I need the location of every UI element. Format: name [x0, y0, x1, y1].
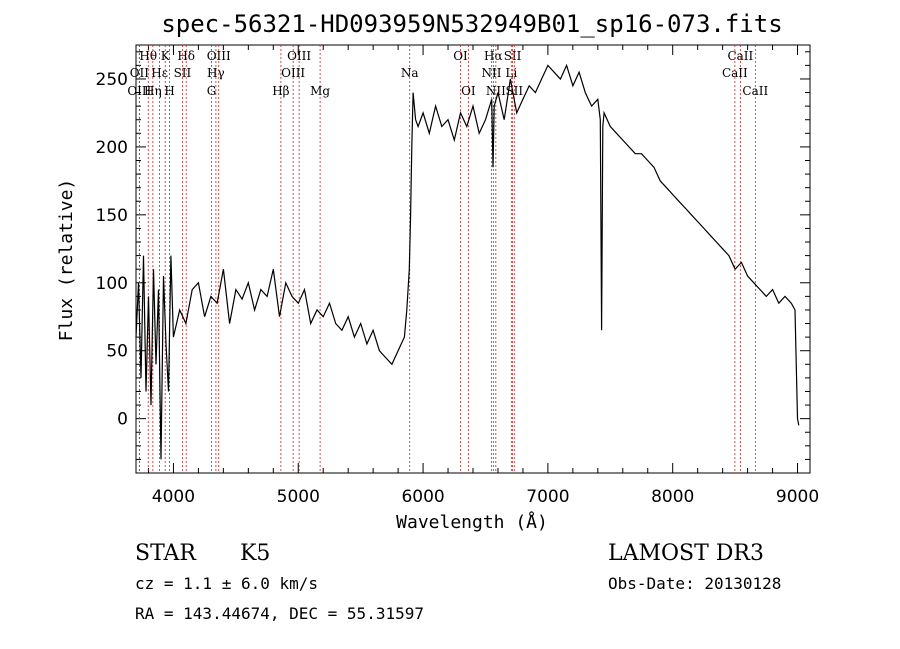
- x-tick-label: 4000: [152, 487, 195, 507]
- y-tick-label: 100: [96, 274, 128, 294]
- spectral-line-label: SII: [505, 84, 523, 98]
- spectral-line-label: Hα: [484, 49, 503, 63]
- spectral-line-label: OIII: [127, 84, 151, 98]
- spectral-line-label: Na: [401, 66, 419, 80]
- spectral-line-label: CaII: [742, 84, 768, 98]
- x-tick-label: 8000: [651, 487, 694, 507]
- spectrum-line: [135, 63, 800, 460]
- x-tick-label: 5000: [277, 487, 320, 507]
- object-subclass: K5: [240, 541, 270, 566]
- y-tick-label: 200: [96, 138, 128, 158]
- chart-title: spec-56321-HD093959N532949B01_sp16-073.f…: [161, 10, 782, 38]
- observation-date: Obs-Date: 20130128: [608, 574, 781, 593]
- y-tick-label: 250: [96, 70, 128, 90]
- spectral-line-label: Hη: [144, 84, 162, 98]
- y-axis: 0 50 100 150 200 250: [96, 51, 810, 460]
- y-tick-label: 50: [106, 342, 128, 362]
- redshift-text: cz = 1.1 ± 6.0 km/s: [135, 574, 318, 593]
- spectral-line-label: Hθ: [139, 49, 157, 63]
- spectral-line-label: OI: [453, 49, 468, 63]
- x-tick-label: 6000: [401, 487, 444, 507]
- spectral-line-label: Hδ: [177, 49, 195, 63]
- spectral-line-label: SII: [174, 66, 192, 80]
- y-axis-label: Flux (relative): [56, 179, 77, 342]
- plot-frame: [135, 44, 811, 474]
- spectral-line-label: OIII: [287, 49, 311, 63]
- spectral-line-label: Hε: [151, 66, 168, 80]
- survey-name: LAMOST DR3: [608, 541, 764, 566]
- spectral-line-label: OIII: [207, 49, 231, 63]
- x-tick-label: 9000: [776, 487, 819, 507]
- object-class: STAR: [135, 541, 197, 566]
- spectral-line-label: Mg: [310, 84, 330, 98]
- spectral-line-label: OIII: [281, 66, 305, 80]
- spectral-line-label: CaII: [727, 49, 753, 63]
- spectral-line-label: G: [207, 84, 217, 98]
- spectral-line-label: Li: [505, 66, 517, 80]
- spectral-line-label: Hβ: [272, 84, 289, 98]
- spectral-line-label: NII: [486, 84, 506, 98]
- spectral-line-label: H: [164, 84, 174, 98]
- y-tick-label: 150: [96, 206, 128, 226]
- spectral-line-label: SII: [504, 49, 522, 63]
- y-tick-label: 0: [117, 410, 128, 430]
- x-tick-label: 7000: [526, 487, 569, 507]
- spectral-line-label: Hγ: [207, 66, 225, 80]
- spectral-line-label: CaII: [722, 66, 748, 80]
- spectral-line-label: K: [161, 49, 171, 63]
- coordinates-text: RA = 143.44674, DEC = 55.31597: [135, 604, 424, 623]
- spectral-line-label: OI: [461, 84, 476, 98]
- x-axis: 4000 5000 6000 7000 8000 9000: [147, 45, 819, 507]
- x-axis-label: Wavelength (Å): [396, 511, 548, 533]
- series-group: [135, 63, 800, 460]
- spectral-line-label: NII: [481, 66, 501, 80]
